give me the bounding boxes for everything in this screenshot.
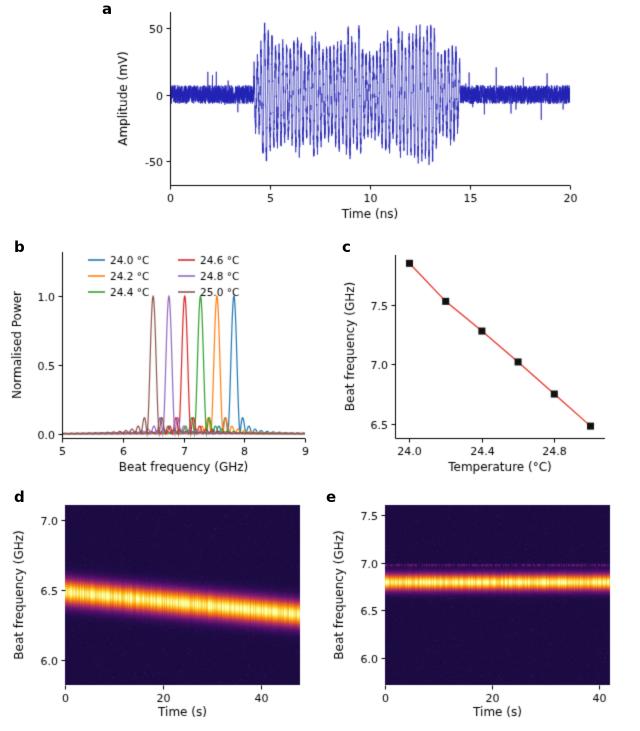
panel-label-c: c bbox=[342, 238, 351, 256]
panel-label-d: d bbox=[14, 488, 25, 506]
panel-label-a: a bbox=[102, 0, 113, 18]
panel-label-e: e bbox=[326, 488, 337, 506]
panel-label-b: b bbox=[14, 238, 25, 256]
